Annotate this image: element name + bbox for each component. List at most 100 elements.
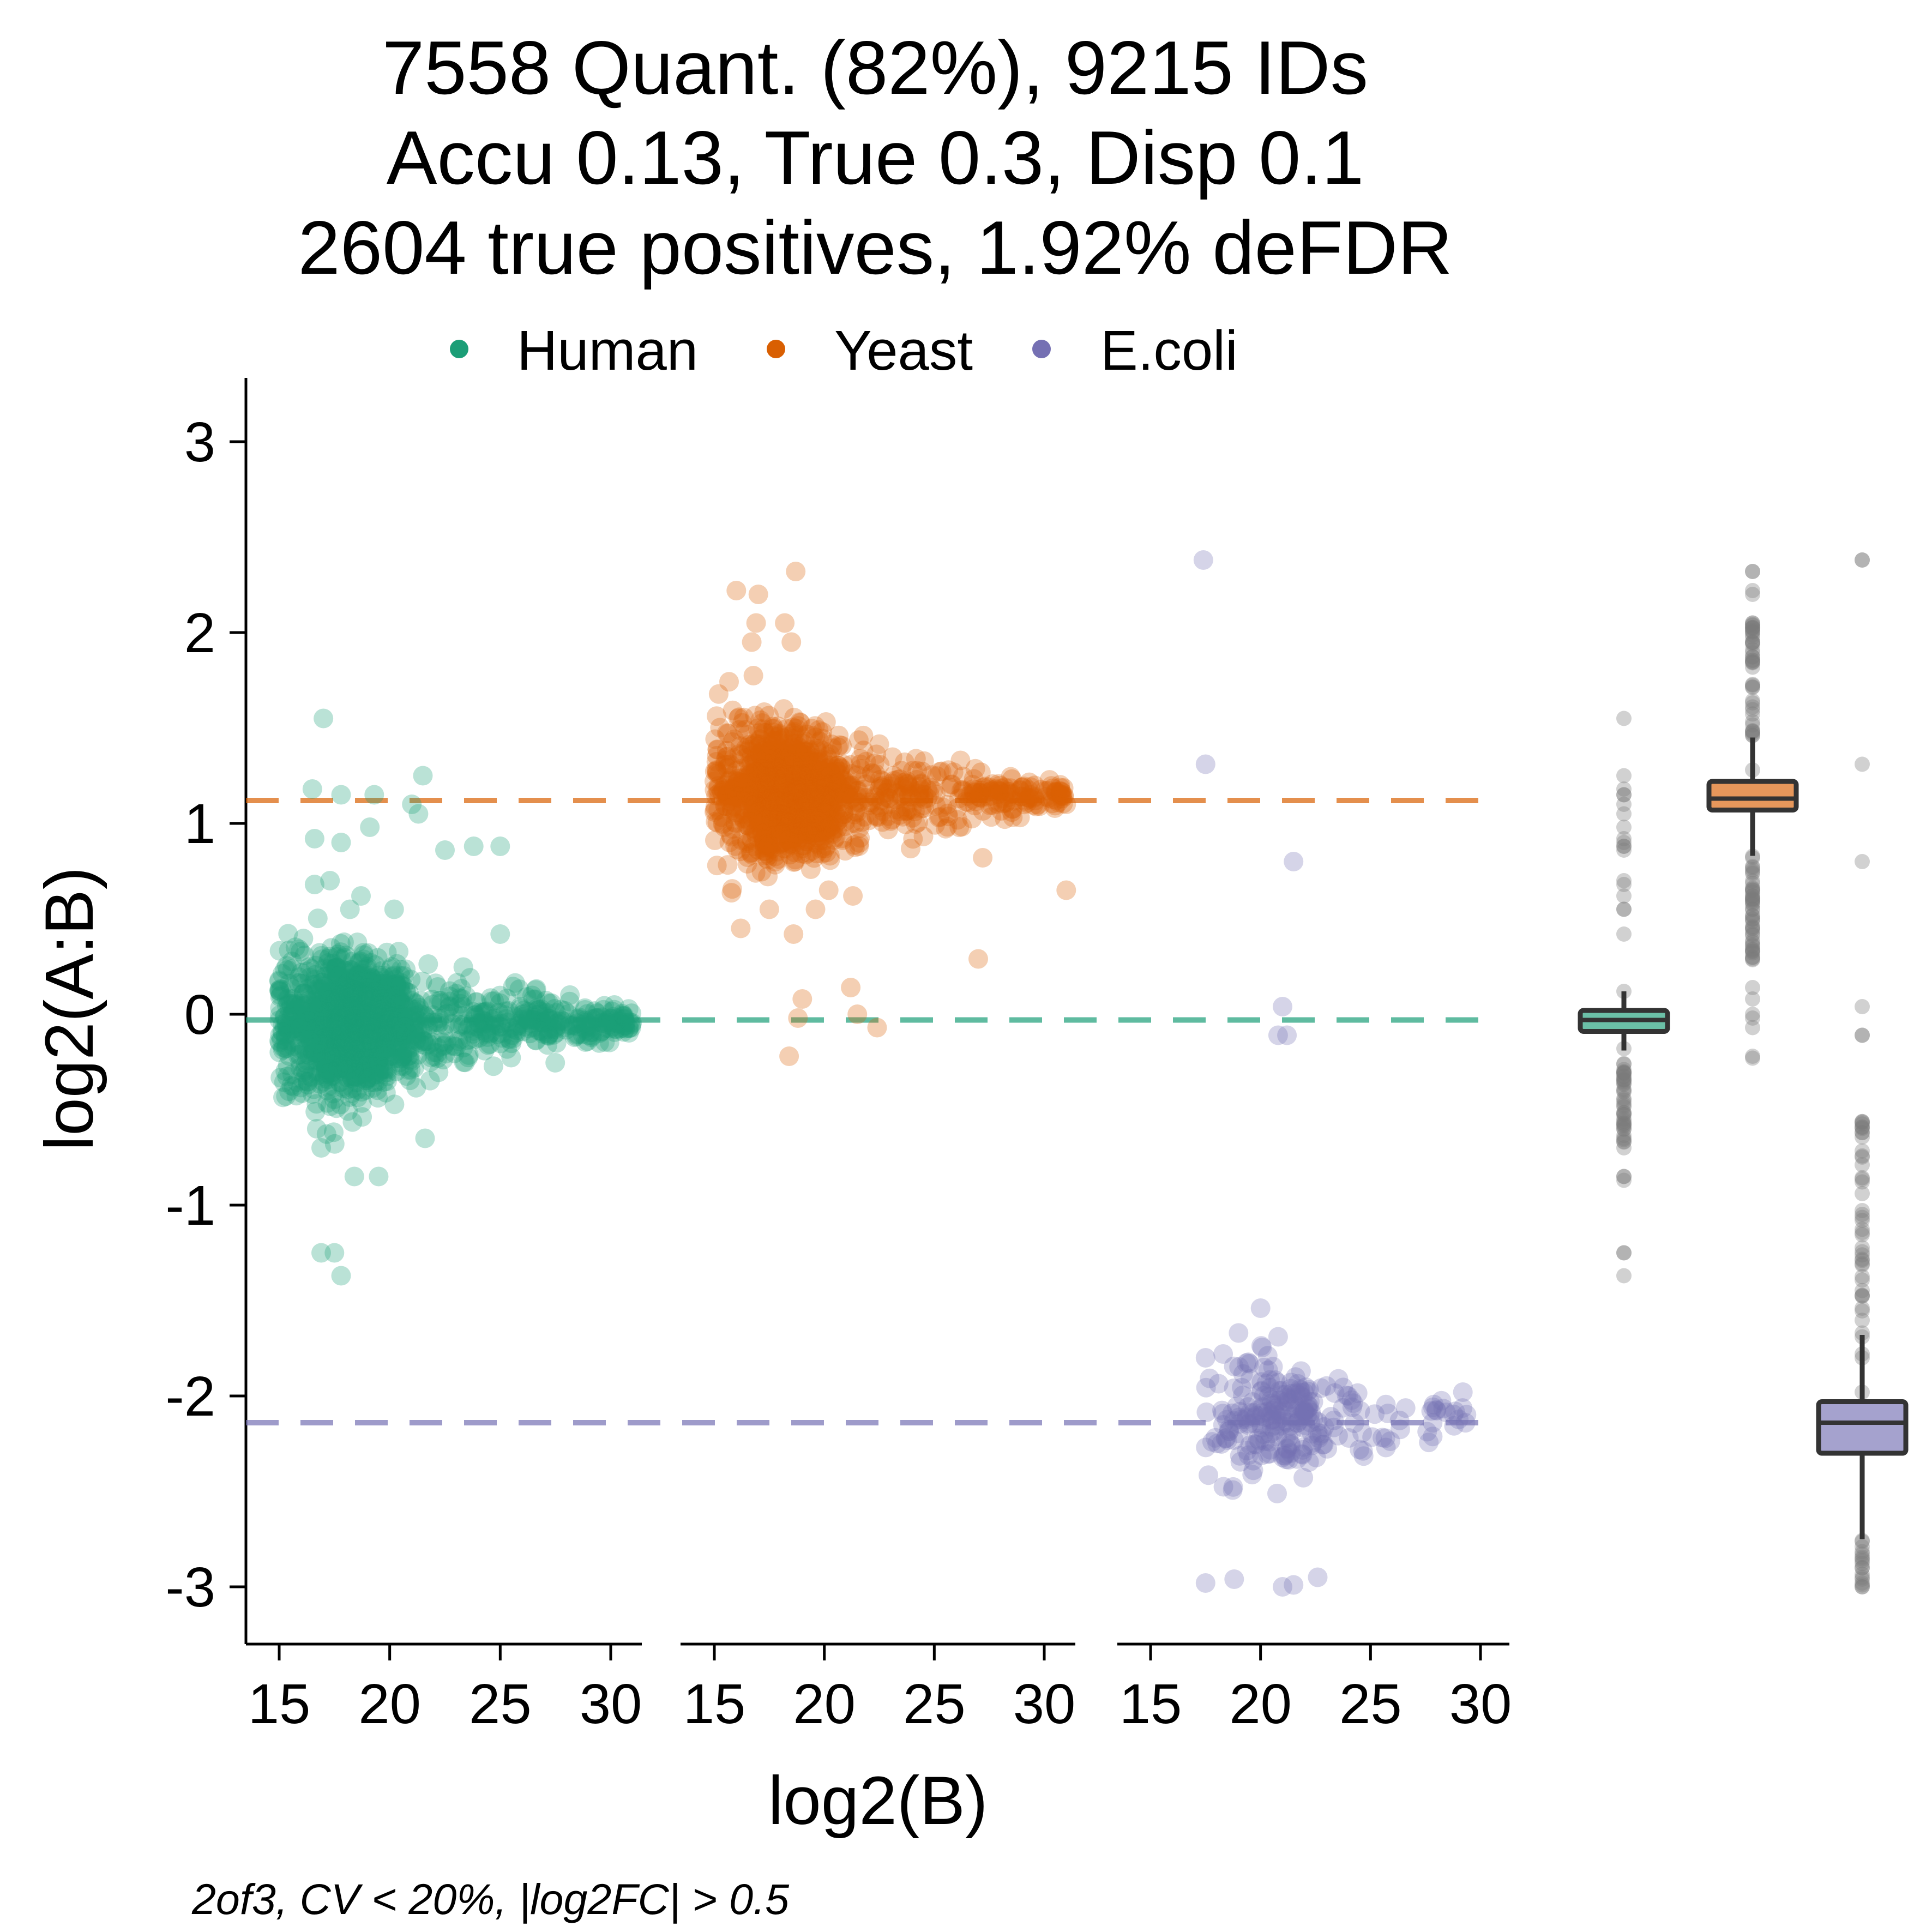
data-point	[364, 1020, 384, 1040]
data-point	[1237, 1441, 1257, 1461]
data-point	[321, 1048, 341, 1068]
data-point	[293, 1024, 314, 1044]
data-point	[964, 782, 984, 802]
data-point	[389, 1006, 410, 1026]
data-point	[327, 957, 346, 977]
data-point	[555, 1001, 575, 1021]
data-point	[397, 1031, 417, 1051]
data-point	[341, 1045, 362, 1066]
data-point	[386, 1017, 406, 1037]
data-point	[360, 1009, 380, 1030]
data-point	[559, 991, 580, 1012]
data-point	[371, 1007, 392, 1027]
data-point	[354, 1010, 374, 1031]
data-point	[336, 1001, 356, 1021]
data-point	[357, 1024, 377, 1044]
data-point	[359, 1030, 380, 1050]
data-point	[318, 1000, 338, 1020]
data-point	[326, 1098, 346, 1118]
data-point	[341, 1016, 362, 1037]
data-point	[386, 1061, 406, 1081]
data-point	[335, 997, 356, 1017]
data-point	[358, 1024, 378, 1044]
data-point	[341, 1032, 361, 1052]
data-point	[373, 1000, 393, 1020]
data-point	[526, 1031, 546, 1051]
data-point	[490, 993, 510, 1013]
data-point	[327, 992, 347, 1012]
data-point	[358, 984, 378, 1004]
data-point	[362, 1025, 382, 1044]
data-point	[340, 1087, 360, 1107]
data-point	[526, 1030, 546, 1050]
data-point	[347, 984, 368, 1004]
data-point	[1045, 798, 1065, 818]
data-point	[394, 966, 414, 986]
data-point	[340, 970, 359, 990]
data-point	[600, 1013, 619, 1033]
data-point	[352, 1003, 371, 1023]
data-point	[373, 1046, 393, 1067]
data-point	[380, 1024, 400, 1044]
data-point	[289, 973, 309, 994]
data-point	[269, 1042, 290, 1062]
data-point	[398, 1046, 418, 1067]
data-point	[867, 1018, 887, 1038]
data-point	[480, 1024, 500, 1044]
data-point	[290, 999, 310, 1019]
box-outlier	[1745, 677, 1760, 693]
data-point	[367, 1016, 387, 1037]
data-point	[368, 1048, 388, 1068]
data-point	[415, 1007, 435, 1027]
data-point	[342, 1112, 363, 1132]
data-point	[331, 990, 351, 1010]
data-point	[357, 1054, 377, 1074]
data-point	[395, 1016, 415, 1037]
data-point	[388, 1012, 408, 1032]
data-point	[346, 1001, 366, 1021]
data-point	[341, 981, 361, 1001]
data-point	[347, 1014, 368, 1034]
data-point	[321, 1011, 341, 1031]
data-point	[353, 943, 374, 963]
data-point	[293, 983, 314, 1003]
data-point	[618, 1018, 639, 1038]
data-point	[598, 1010, 618, 1030]
data-point	[330, 991, 350, 1011]
data-point	[497, 1012, 517, 1032]
data-point	[343, 995, 363, 1014]
data-point	[376, 996, 396, 1016]
data-point	[341, 1066, 362, 1086]
data-point	[329, 1018, 350, 1038]
data-point	[326, 1040, 346, 1060]
data-point	[344, 1034, 364, 1055]
data-point	[358, 1021, 378, 1042]
data-point	[503, 1028, 523, 1049]
data-point	[338, 1010, 358, 1030]
box-outlier	[1855, 1560, 1870, 1575]
data-point	[586, 1008, 606, 1028]
data-point	[346, 1037, 366, 1057]
data-point	[357, 1048, 377, 1068]
data-point	[336, 1057, 356, 1077]
data-point	[340, 983, 360, 1003]
data-point	[310, 1002, 330, 1022]
data-point	[775, 814, 795, 834]
data-point	[323, 1077, 344, 1097]
data-point	[766, 735, 786, 755]
data-point	[482, 1010, 502, 1030]
data-point	[301, 959, 321, 979]
data-point	[406, 994, 426, 1014]
data-point	[347, 1004, 368, 1024]
data-point	[352, 1018, 372, 1038]
data-point	[322, 1002, 342, 1022]
data-point	[374, 1025, 394, 1045]
data-point	[282, 1064, 302, 1085]
data-point	[335, 1020, 355, 1040]
data-point	[330, 1034, 351, 1055]
data-point	[290, 1052, 310, 1072]
data-point	[350, 997, 370, 1017]
data-point	[335, 1037, 355, 1057]
data-point	[742, 754, 762, 774]
data-point	[293, 1022, 313, 1042]
